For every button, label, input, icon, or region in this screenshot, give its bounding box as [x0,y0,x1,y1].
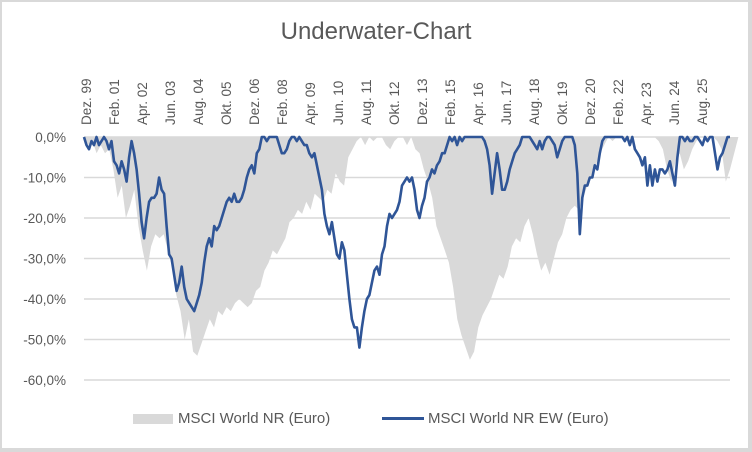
x-axis-ticks: Dez. 99 Feb. 01 Apr. 02 Jun. 03 Aug. 04 Okt. … [79,78,710,125]
x-tick-label: Dez. 06 [247,78,262,125]
legend-swatch-area [133,413,173,424]
x-tick-label: Dez. 99 [79,78,94,125]
chart-frame [2,2,748,448]
chart-title: Underwater-Chart [280,18,472,45]
legend-item-msci-world-ew: MSCI World NR EW (Euro) [382,410,609,427]
y-tick-label: -40,0% [23,292,66,307]
legend-label-msci-world-ew: MSCI World NR EW (Euro) [428,410,609,427]
x-tick-label: Aug. 11 [359,79,374,125]
y-tick-label: -10,0% [23,171,66,186]
x-tick-label: Apr. 09 [303,82,318,125]
x-tick-label: Jun. 24 [667,80,682,125]
x-tick-label: Aug. 25 [695,78,710,125]
legend-label-msci-world: MSCI World NR (Euro) [178,410,331,427]
legend-swatch-line [382,417,424,420]
y-tick-label: -50,0% [23,333,66,348]
x-tick-label: Apr. 23 [639,82,654,125]
x-tick-label: Dez. 20 [583,78,598,125]
y-tick-label: -30,0% [23,252,66,267]
x-tick-label: Jun. 03 [163,81,178,125]
x-tick-label: Aug. 18 [527,78,542,125]
x-tick-label: Apr. 16 [471,82,486,125]
x-tick-label: Aug. 04 [191,78,206,125]
legend-item-msci-world: MSCI World NR (Euro) [133,410,330,427]
x-tick-label: Okt. 19 [555,81,570,125]
area-series-layer [84,136,739,360]
y-tick-label: -20,0% [23,211,66,226]
area-series-msci-world [84,137,739,360]
x-tick-label: Jun. 17 [499,81,514,125]
x-tick-label: Feb. 15 [443,79,458,125]
y-tick-label: -60,0% [23,373,66,388]
x-tick-label: Dez. 13 [415,78,430,125]
line-series-msci-world-ew [82,135,730,349]
x-tick-label: Feb. 22 [611,79,626,125]
x-tick-label: Apr. 02 [135,82,150,125]
x-tick-label: Feb. 08 [275,79,290,125]
y-axis-ticks: 0,0% -10,0% -20,0% -30,0% -40,0% -50,0% -60,0% [23,130,66,388]
x-tick-label: Feb. 01 [107,79,122,125]
line-series-layer [82,135,730,349]
x-tick-label: Jun. 10 [331,81,346,125]
x-tick-label: Okt. 05 [219,81,234,125]
y-tick-label: 0,0% [35,130,66,145]
x-tick-label: Okt. 12 [387,81,402,125]
